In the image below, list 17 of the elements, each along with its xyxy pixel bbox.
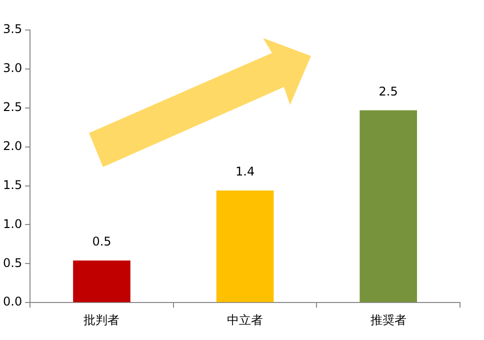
x-tick-label: 批判者 — [84, 312, 120, 327]
x-tick-label: 推奨者 — [370, 312, 406, 327]
y-tick-label: 3.0 — [2, 61, 22, 76]
y-tick-label: 2.0 — [2, 138, 22, 153]
x-tick-label: 中立者 — [227, 312, 264, 327]
y-tick-label: 3.5 — [2, 22, 22, 36]
bar — [73, 260, 130, 302]
data-label: 1.4 — [235, 164, 255, 179]
y-tick-label: 0.0 — [2, 294, 22, 309]
y-tick-label: 0.5 — [2, 256, 22, 270]
data-label: 2.5 — [378, 84, 398, 98]
y-tick-label: 2.5 — [2, 100, 22, 114]
y-tick-label: 1.0 — [2, 216, 22, 231]
y-tick-label: 1.5 — [2, 178, 22, 192]
data-label: 0.5 — [92, 234, 112, 249]
bar — [216, 190, 274, 302]
bar — [360, 110, 418, 302]
